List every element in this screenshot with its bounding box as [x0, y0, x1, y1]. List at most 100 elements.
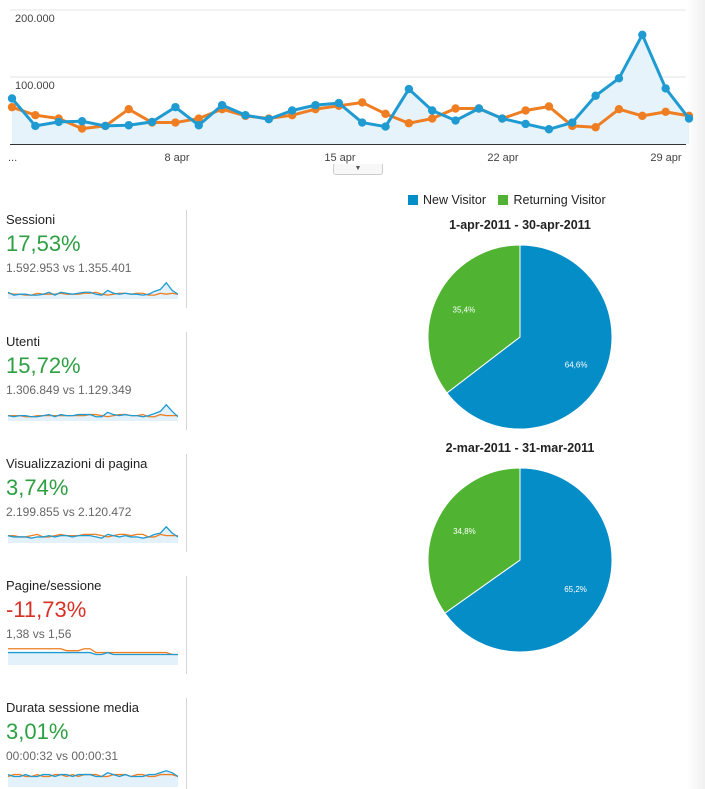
series-1-point[interactable] [31, 121, 40, 131]
metric-block[interactable]: Durata sessione media 3,01% 00:00:32 vs 00… [0, 698, 187, 789]
series-2-point[interactable] [7, 102, 17, 112]
series-1-point[interactable] [614, 74, 624, 83]
series-1-point[interactable] [264, 115, 273, 124]
pie-slice-label: 64,6% [565, 361, 588, 370]
y-tick-label: 100.000 [15, 80, 55, 92]
series-1-point[interactable] [241, 110, 250, 120]
series-2-point[interactable] [194, 114, 203, 123]
pie-slice-new-visitor[interactable] [446, 244, 613, 430]
series-1-point[interactable] [287, 106, 297, 115]
pie-slice-label: 34,8% [453, 527, 476, 536]
metric-block[interactable]: Sessioni 17,53% 1.592.953 vs 1.355.401 [0, 210, 187, 308]
series-1-point[interactable] [171, 102, 180, 112]
series-1-point[interactable] [591, 91, 600, 100]
metric-block[interactable]: Pagine/sessione -11,73% 1,38 vs 1,56 [0, 576, 187, 674]
series-2-point[interactable] [77, 124, 87, 133]
metric-name: Visualizzazioni di pagina [6, 456, 148, 471]
pie-slice-returning-visitor[interactable] [427, 244, 521, 394]
series-2-point[interactable] [357, 98, 367, 107]
pie-chart-march: 65,2% 34,8% [427, 467, 613, 653]
series-1-point[interactable] [568, 118, 577, 127]
series-2-point[interactable] [591, 123, 600, 132]
series-1-point[interactable] [498, 114, 507, 123]
series-1-point[interactable] [404, 84, 414, 94]
metric-change-percent: 3,74% [6, 475, 69, 500]
collapse-chart-button[interactable]: ▼ [333, 164, 383, 175]
metric-sparkline [8, 281, 178, 299]
sparkline-series-1 [8, 651, 178, 656]
metric-sparkline [8, 648, 178, 665]
sparkline-area [8, 770, 178, 787]
series-2-point[interactable] [614, 104, 624, 114]
legend-label: New Visitor [423, 193, 486, 207]
metric-sparkline [8, 525, 178, 543]
series-1-point[interactable] [194, 121, 203, 130]
sparkline-series-1 [8, 770, 178, 778]
chart-legend: New Visitor Returning Visitor [408, 193, 615, 207]
sparkline-series-2 [8, 773, 178, 778]
metric-block[interactable]: Visualizzazioni di pagina 3,74% 2.199.855 … [0, 454, 187, 552]
series-2-point[interactable] [124, 104, 133, 114]
x-tick-label: 22 apr [487, 152, 519, 164]
series-1-point[interactable] [451, 116, 460, 125]
metric-name: Sessioni [6, 212, 56, 227]
metric-change-percent: 15,72% [6, 353, 81, 378]
series-1-point[interactable] [474, 104, 484, 113]
metric-change-percent: 3,01% [6, 719, 69, 744]
series-2-point[interactable] [381, 109, 390, 119]
x-tick-label: 8 apr [164, 152, 189, 164]
series-2-point[interactable] [544, 102, 554, 111]
series-1-point[interactable] [54, 117, 63, 127]
series-2-point[interactable] [638, 111, 647, 121]
x-tick-label: ... [8, 152, 17, 164]
series-1-point[interactable] [544, 125, 554, 134]
metric-change-percent: 17,53% [6, 231, 81, 256]
series-1-point[interactable] [428, 106, 437, 115]
sparkline-area [8, 282, 178, 299]
series-1-area [12, 34, 689, 144]
pie-slice-returning-visitor[interactable] [427, 467, 521, 614]
pie-title-april: 1-apr-2011 - 30-apr-2011 [449, 218, 591, 232]
metric-block[interactable]: Utenti 15,72% 1.306.849 vs 1.129.349 [0, 332, 187, 430]
metric-comparison: 2.199.855 vs 2.120.472 [6, 505, 132, 519]
metric-sparkline [8, 403, 178, 421]
pie-slice-new-visitor[interactable] [444, 467, 613, 653]
series-1-point[interactable] [124, 121, 133, 130]
series-1-point[interactable] [381, 122, 390, 131]
series-1-point[interactable] [684, 114, 694, 123]
series-2-point[interactable] [428, 114, 437, 123]
pie-slice-label: 35,4% [453, 305, 476, 314]
series-2-point[interactable] [451, 104, 460, 113]
legend-swatch-new-visitor [408, 195, 418, 205]
x-tick-label: 15 apr [324, 152, 356, 164]
series-2-point[interactable] [31, 110, 40, 120]
series-1-point[interactable] [147, 117, 157, 127]
series-2-point[interactable] [171, 118, 180, 127]
series-2-point[interactable] [521, 106, 530, 115]
series-1-point[interactable] [521, 119, 530, 129]
legend-item-new-visitor[interactable]: New Visitor [408, 193, 486, 207]
series-1-point[interactable] [217, 100, 227, 110]
series-1-point[interactable] [638, 30, 647, 39]
sparkline-area [8, 526, 178, 543]
series-1-point[interactable] [661, 84, 670, 93]
series-1-point[interactable] [311, 100, 320, 110]
series-2-point[interactable] [661, 107, 670, 117]
series-2-point[interactable] [404, 119, 414, 128]
y-tick-label: 200.000 [15, 13, 55, 25]
legend-item-returning-visitor[interactable]: Returning Visitor [498, 193, 606, 207]
sparkline-series-1 [8, 403, 178, 418]
sparkline-area [8, 404, 178, 421]
series-1-point[interactable] [7, 94, 17, 103]
metric-comparison: 1,38 vs 1,56 [6, 627, 72, 641]
sparkline-series-2 [8, 413, 178, 418]
metric-comparison: 00:00:32 vs 00:00:31 [6, 749, 119, 763]
series-1-point[interactable] [77, 117, 87, 126]
metric-name: Utenti [6, 334, 40, 349]
series-1-point[interactable] [357, 118, 367, 127]
series-1-point[interactable] [334, 98, 344, 108]
series-1-point[interactable] [101, 121, 110, 131]
x-tick-label: 29 apr [650, 152, 682, 164]
legend-swatch-returning-visitor [498, 195, 509, 205]
pie-slice-label: 65,2% [564, 585, 587, 594]
